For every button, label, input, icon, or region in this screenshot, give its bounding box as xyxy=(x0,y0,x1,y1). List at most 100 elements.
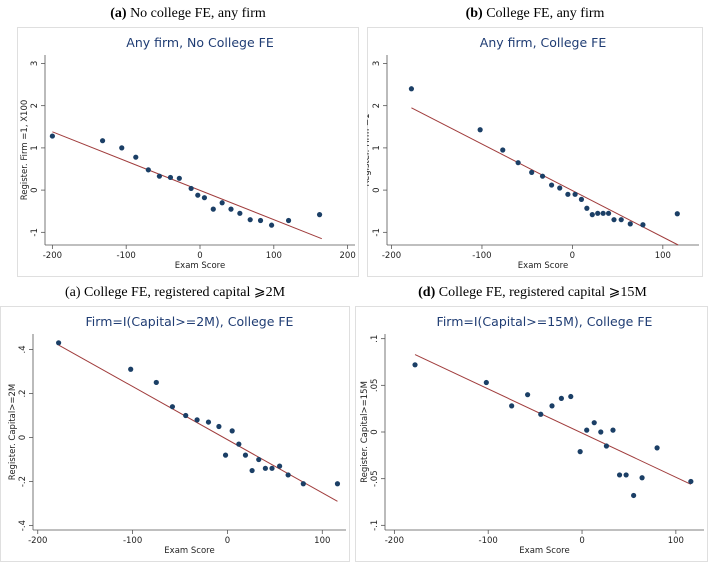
scatter-point xyxy=(631,492,637,499)
x-tick-label: -100 xyxy=(123,536,142,546)
y-tick-label: 3 xyxy=(30,61,40,66)
scatter-point xyxy=(316,212,323,218)
scatter-point xyxy=(219,200,225,206)
x-tick-label: 0 xyxy=(579,536,584,546)
scatter-point xyxy=(589,212,595,218)
chart-title: Any firm, College FE xyxy=(480,35,607,50)
scatter-point xyxy=(237,210,243,216)
scatter-point xyxy=(153,379,159,386)
caption-d-text: College FE, registered capital ⩾15M xyxy=(435,285,647,300)
y-tick-label: -1 xyxy=(30,228,40,236)
scatter-point xyxy=(242,452,249,458)
panel-frame xyxy=(17,27,359,277)
scatter-point xyxy=(269,465,275,471)
scatter-point xyxy=(558,395,564,401)
scatter-point xyxy=(539,173,546,179)
scatter-point xyxy=(549,403,555,409)
y-tick-label: 0 xyxy=(370,429,380,434)
scatter-point xyxy=(169,404,176,410)
x-tick-label: -200 xyxy=(43,251,62,261)
scatter-point xyxy=(591,420,597,426)
scatter-point xyxy=(688,478,694,485)
x-tick-label: -100 xyxy=(479,536,498,546)
caption-d-prefix: (d) xyxy=(418,285,436,300)
scatter-point xyxy=(627,221,633,227)
x-axis-label: Exam Score xyxy=(164,546,214,556)
scatter-point xyxy=(99,138,106,144)
x-tick-label: 100 xyxy=(668,536,684,546)
scatter-point xyxy=(565,191,571,197)
y-tick-label: 3 xyxy=(372,61,382,66)
fit-line xyxy=(414,354,692,485)
x-tick-label: 100 xyxy=(655,251,671,261)
scatter-point xyxy=(515,160,521,166)
scatter-point xyxy=(201,195,208,201)
panel-frame xyxy=(367,27,703,277)
caption-d: (d) College FE, registered capital ⩾15M xyxy=(355,284,710,301)
y-tick-label: 0 xyxy=(30,187,40,192)
chart-title: Firm=I(Capital>=15M), College FE xyxy=(437,314,653,329)
scatter-point xyxy=(598,429,604,435)
scatter-point xyxy=(483,379,489,386)
scatter-point xyxy=(228,206,234,212)
scatter-point xyxy=(256,456,262,463)
scatter-point xyxy=(525,392,531,398)
scatter-point xyxy=(584,205,590,211)
y-tick-label: -.1 xyxy=(370,520,380,531)
x-tick-label: 0 xyxy=(570,251,575,261)
scatter-point xyxy=(412,362,418,368)
chart-title: Firm=I(Capital>=2M), College FE xyxy=(86,314,294,329)
caption-a-prefix: (a) xyxy=(110,6,127,21)
scatter-point xyxy=(600,210,606,216)
scatter-point xyxy=(616,472,623,478)
x-tick-label: 0 xyxy=(197,251,202,261)
scatter-point xyxy=(133,154,139,160)
chart-panel-a: Any firm, No College FE -200 -100 0 100 200 -1… xyxy=(17,27,359,277)
scatter-point xyxy=(300,481,306,487)
caption-c-text: College FE, registered capital ⩾2M xyxy=(80,285,286,300)
y-tick-label: 0 xyxy=(18,435,28,440)
x-tick-label: 0 xyxy=(225,536,230,546)
y-tick-label: 0 xyxy=(372,187,382,192)
y-tick-label: 2 xyxy=(30,103,40,108)
x-tick-label: 200 xyxy=(340,251,356,261)
y-tick-label: 1 xyxy=(30,145,40,150)
scatter-point xyxy=(509,403,515,409)
scatter-point xyxy=(618,217,624,223)
caption-a: (a) No college FE, any firm xyxy=(18,6,358,22)
scatter-point xyxy=(605,210,612,216)
scatter-point xyxy=(578,196,585,202)
scatter-point xyxy=(500,147,506,153)
caption-c-prefix: (a) xyxy=(64,285,81,300)
y-tick-label: .1 xyxy=(370,335,380,343)
x-tick-label: -200 xyxy=(28,536,47,546)
scatter-point xyxy=(216,423,222,430)
y-axis-label: Register. Capital>=15M xyxy=(360,381,370,483)
scatter-point xyxy=(568,393,574,400)
scatter-point xyxy=(584,427,590,433)
y-tick-label: .4 xyxy=(18,345,28,353)
scatter-point xyxy=(188,185,194,192)
panel-frame xyxy=(355,306,708,562)
scatter-point xyxy=(610,427,616,433)
y-tick-label: -1 xyxy=(372,228,382,236)
scatter-point xyxy=(183,412,189,419)
scatter-point xyxy=(210,206,216,212)
scatter-point xyxy=(229,428,235,434)
panel-frame xyxy=(0,306,350,562)
scatter-point xyxy=(611,217,617,223)
scatter-point xyxy=(205,419,212,425)
chart-title: Any firm, No College FE xyxy=(126,35,274,50)
x-tick-label: -200 xyxy=(385,536,404,546)
scatter-point xyxy=(674,211,680,217)
x-tick-label: -100 xyxy=(472,251,491,261)
scatter-point xyxy=(56,340,62,346)
scatter-point xyxy=(145,167,151,173)
scatter-point xyxy=(268,222,275,228)
scatter-point xyxy=(262,465,268,471)
y-axis-label: Register. Capital>=2M xyxy=(8,384,18,480)
scatter-point xyxy=(334,481,341,487)
y-axis-label: Register. Firm =1, X100 xyxy=(20,100,30,201)
caption-b: (b) College FE, any firm xyxy=(365,6,705,22)
y-tick-label: .2 xyxy=(18,389,28,397)
